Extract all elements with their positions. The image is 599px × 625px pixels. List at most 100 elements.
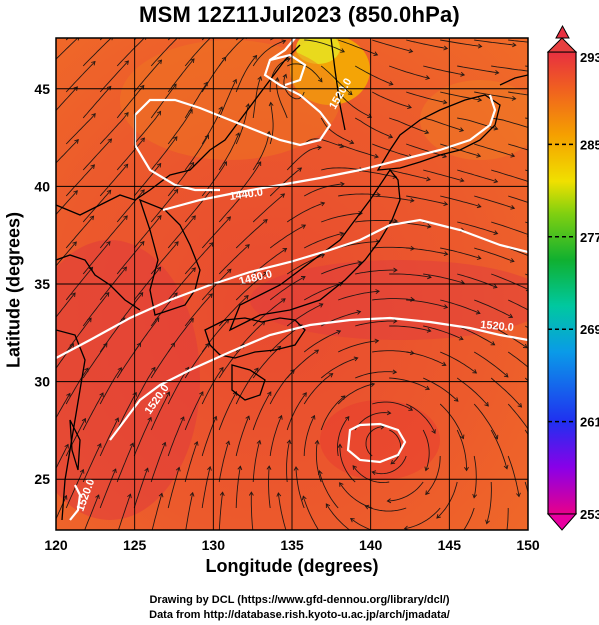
streamline <box>56 292 76 318</box>
streamline <box>82 443 102 483</box>
streamline-arrow <box>219 491 225 496</box>
streamline <box>133 59 162 93</box>
streamline <box>184 242 214 275</box>
streamline-arrow <box>530 433 534 437</box>
streamline <box>99 112 129 145</box>
streamline-arrow <box>358 210 363 216</box>
streamline-arrow <box>494 69 500 75</box>
streamline <box>423 325 464 340</box>
streamline <box>150 189 179 223</box>
streamline <box>355 371 397 379</box>
streamline <box>184 82 208 119</box>
streamline-arrow <box>219 366 224 372</box>
streamline <box>295 466 305 509</box>
streamline-arrow <box>74 139 79 144</box>
y-axis-label: Latitude (degrees) <box>3 211 24 369</box>
streamline <box>506 508 509 530</box>
streamline-arrow <box>537 374 541 378</box>
streamline <box>320 357 358 379</box>
streamline <box>491 117 528 128</box>
streamline-arrow <box>580 95 584 99</box>
streamline-arrow <box>156 110 162 116</box>
streamline-arrow <box>320 201 326 207</box>
streamline-arrow <box>199 391 204 396</box>
streamline <box>337 383 375 405</box>
streamline <box>508 195 528 203</box>
streamline-arrow <box>443 304 449 309</box>
streamline-arrow <box>459 434 465 440</box>
streamline-arrow <box>90 164 95 169</box>
streamline-arrow <box>393 267 398 273</box>
streamline-arrow <box>127 493 132 499</box>
streamline <box>184 441 198 483</box>
streamline <box>99 367 122 405</box>
x-tick-label: 125 <box>123 537 147 553</box>
streamline-arrow <box>517 403 523 408</box>
colorbar-tick-label: 277 <box>580 230 599 245</box>
streamline <box>490 429 508 469</box>
streamline <box>184 189 212 223</box>
streamline-arrow <box>460 71 466 77</box>
streamline-arrow <box>225 440 231 446</box>
streamline <box>372 39 413 53</box>
streamline <box>474 195 515 209</box>
streamline-arrow <box>248 491 254 496</box>
streamline-arrow <box>218 106 223 112</box>
streamline <box>56 190 78 216</box>
streamline-arrow <box>409 197 415 203</box>
colorbar-tick-label: 261 <box>580 415 599 430</box>
streamline <box>423 65 465 76</box>
streamline-arrow <box>374 153 379 159</box>
streamline-arrow <box>64 443 69 449</box>
streamline <box>116 392 137 431</box>
streamline-arrow <box>157 215 162 220</box>
streamline-arrow <box>472 369 478 374</box>
streamline-arrow <box>191 215 196 220</box>
streamline-arrow <box>490 341 496 346</box>
streamline-arrow <box>543 260 547 264</box>
streamline <box>252 193 285 223</box>
streamline <box>65 367 89 405</box>
streamline-arrow <box>127 12 131 16</box>
streamline-arrow <box>139 240 145 246</box>
streamline-arrow <box>476 152 482 158</box>
streamline-arrow <box>257 75 263 81</box>
streamline <box>286 392 307 431</box>
streamline-arrow <box>364 504 370 510</box>
streamline-arrow <box>356 309 362 315</box>
streamline-arrow <box>280 193 286 198</box>
credit-drawing: Drawing by DCL (https://www.gfd-dennou.o… <box>149 594 450 606</box>
streamline-arrow <box>170 342 176 348</box>
streamline <box>440 91 482 101</box>
streamline <box>490 377 522 408</box>
streamline-arrow <box>408 48 414 54</box>
streamline-arrow <box>114 417 120 423</box>
streamline <box>338 340 379 353</box>
streamline <box>372 298 415 301</box>
streamline-arrow <box>408 406 414 411</box>
streamline-arrow <box>302 392 307 397</box>
streamline <box>277 492 287 530</box>
streamline-arrow <box>522 343 528 349</box>
streamline-arrow <box>140 137 145 143</box>
streamline <box>201 106 223 145</box>
streamline <box>423 273 465 284</box>
credit-data: Data from http://database.rish.kyoto-u.a… <box>149 609 450 621</box>
streamline-arrow <box>325 503 331 509</box>
streamline <box>406 403 436 434</box>
streamline-arrow <box>307 29 311 33</box>
streamline <box>457 65 499 74</box>
streamline <box>185 492 194 530</box>
x-tick-label: 145 <box>438 537 462 553</box>
streamline-arrow <box>493 125 499 131</box>
streamline-arrow <box>156 266 162 272</box>
streamline <box>99 468 117 509</box>
streamline-arrow <box>158 492 164 498</box>
streamline-arrow <box>112 468 117 473</box>
streamline-arrow <box>317 470 323 475</box>
streamline-arrow <box>73 190 78 195</box>
streamline-arrow <box>66 392 71 398</box>
streamline <box>287 63 323 83</box>
y-tick-label: 40 <box>34 178 50 194</box>
streamline <box>406 91 447 104</box>
